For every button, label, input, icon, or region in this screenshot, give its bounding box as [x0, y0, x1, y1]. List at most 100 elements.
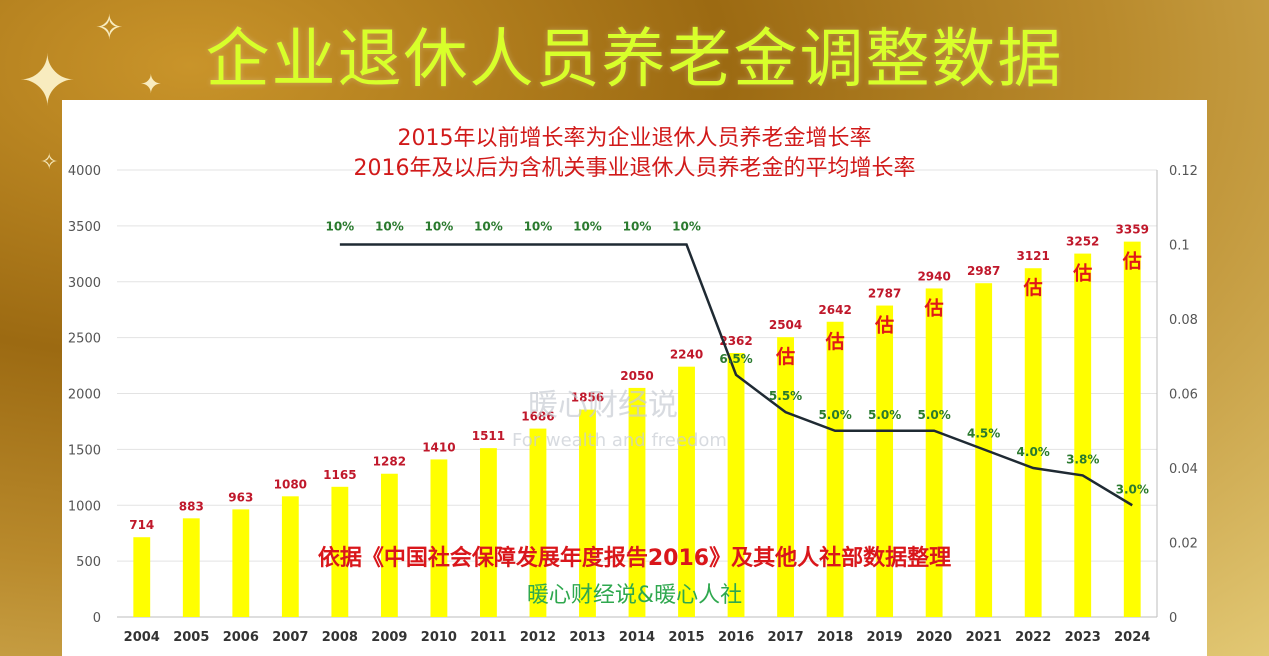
bar-value-label: 963: [228, 490, 253, 504]
estimate-label: 估: [825, 330, 845, 353]
x-tick-label: 2019: [867, 630, 903, 645]
bar: [1024, 268, 1042, 617]
bar: [480, 448, 497, 617]
bar: [430, 459, 448, 617]
estimate-label: 估: [1072, 262, 1092, 285]
bar-value-label: 1511: [472, 429, 505, 443]
rate-label: 10%: [474, 220, 503, 234]
bar: [133, 537, 151, 617]
bar: [1123, 241, 1141, 617]
rate-label: 5.0%: [868, 408, 901, 422]
bar-value-label: 2940: [917, 269, 950, 283]
bar-value-label: 1686: [521, 410, 554, 424]
estimate-label: 估: [924, 296, 944, 319]
watermark-en: For wealth and freedom: [512, 430, 727, 451]
bar-value-label: 2504: [769, 318, 802, 332]
rate-label: 10%: [375, 220, 404, 234]
x-tick-label: 2005: [173, 630, 209, 645]
x-tick-label: 2022: [1015, 630, 1051, 645]
x-tick-label: 2006: [223, 630, 259, 645]
rate-label: 6.5%: [719, 352, 752, 366]
rate-label: 5.0%: [818, 408, 851, 422]
bar-value-label: 2050: [620, 369, 653, 383]
bar-value-label: 1856: [571, 391, 604, 405]
rate-label: 10%: [325, 220, 354, 234]
y2-tick-label: 0.08: [1169, 313, 1198, 328]
x-tick-label: 2009: [371, 630, 407, 645]
bar: [727, 353, 745, 617]
y-tick-label: 3500: [68, 220, 101, 235]
bar: [628, 387, 646, 617]
bar: [281, 496, 299, 617]
x-tick-label: 2011: [470, 630, 506, 645]
x-tick-label: 2012: [520, 630, 556, 645]
watermark-cn: 暖心财经说: [528, 388, 678, 423]
sparkle-icon: ✧: [95, 8, 124, 48]
bar-value-label: 883: [179, 499, 204, 513]
bar-value-label: 714: [129, 518, 154, 532]
estimate-label: 估: [1023, 276, 1043, 299]
rate-label: 10%: [672, 220, 701, 234]
bar: [380, 473, 398, 617]
bar: [182, 518, 200, 617]
y-tick-label: 1000: [68, 499, 101, 514]
chart-panel: 0 500 1000 1500 2000 2500 3000 3500 4000 0 0.02 0.0…: [62, 100, 1207, 656]
y2-tick-label: 0.12: [1169, 164, 1198, 179]
y2-tick-label: 0.06: [1169, 388, 1198, 403]
rate-label: 4.0%: [1017, 445, 1050, 459]
estimate-label: 估: [874, 314, 894, 337]
chart: 0 500 1000 1500 2000 2500 3000 3500 4000 0 0.02 0.0…: [68, 164, 1198, 645]
x-tick-label: 2016: [718, 630, 754, 645]
x-tick-label: 2013: [569, 630, 605, 645]
x-tick-label: 2008: [322, 630, 358, 645]
bar-value-label: 1282: [373, 455, 406, 469]
page-title: 企业退休人员养老金调整数据: [205, 23, 1064, 97]
x-tick-label: 2014: [619, 630, 655, 645]
rate-label: 10%: [623, 220, 652, 234]
x-tick-label: 2020: [916, 630, 952, 645]
rate-line: [339, 243, 1133, 507]
y2-tick-label: 0.1: [1169, 239, 1190, 254]
y-tick-label: 2000: [68, 388, 101, 403]
bar-value-label: 2362: [719, 334, 752, 348]
y-tick-label: 3000: [68, 276, 101, 291]
sparkle-icon: ✦: [140, 70, 162, 100]
bar-value-label: 1080: [274, 477, 307, 491]
x-tick-label: 2004: [124, 630, 160, 645]
bar: [232, 509, 250, 617]
bar: [529, 428, 547, 617]
x-tick-label: 2017: [767, 630, 803, 645]
rate-label: 10%: [524, 220, 553, 234]
bar-value-label: 3359: [1116, 223, 1149, 237]
bar-value-label: 1410: [422, 440, 455, 454]
rate-label: 5.0%: [918, 408, 951, 422]
bar-value-label: 2987: [967, 264, 1000, 278]
y-tick-label: 4000: [68, 164, 101, 179]
bar: [777, 337, 794, 617]
x-tick-label: 2024: [1114, 630, 1150, 645]
estimate-label: 估: [775, 345, 795, 368]
rate-label: 10%: [573, 220, 602, 234]
rate-label: 4.5%: [967, 426, 1000, 440]
source-note: 依据《中国社会保障发展年度报告2016》及其他人社部数据整理: [317, 546, 952, 571]
credit-line: 暖心财经说&暖心人社: [526, 583, 743, 608]
sparkle-icon: ✧: [40, 150, 59, 175]
bar: [1074, 253, 1092, 618]
x-tick-label: 2018: [817, 630, 853, 645]
bar: [925, 288, 943, 617]
y2-tick-label: 0: [1169, 611, 1177, 626]
chart-subtitle-2: 2016年及以后为含机关事业退休人员养老金的平均增长率: [353, 156, 916, 181]
y2-tick-label: 0.04: [1169, 462, 1198, 477]
y-tick-label: 500: [76, 555, 101, 570]
bar: [876, 305, 894, 617]
x-tick-label: 2015: [668, 630, 704, 645]
bar: [579, 409, 596, 617]
bar-value-label: 1165: [323, 468, 356, 482]
y-tick-label: 1500: [68, 443, 101, 458]
rate-label: 3.8%: [1066, 452, 1099, 466]
y2-tick-label: 0.02: [1169, 537, 1198, 552]
estimate-label: 估: [1122, 250, 1142, 273]
x-tick-label: 2021: [966, 630, 1002, 645]
x-tick-label: 2007: [272, 630, 308, 645]
bar-value-label: 2240: [670, 348, 703, 362]
